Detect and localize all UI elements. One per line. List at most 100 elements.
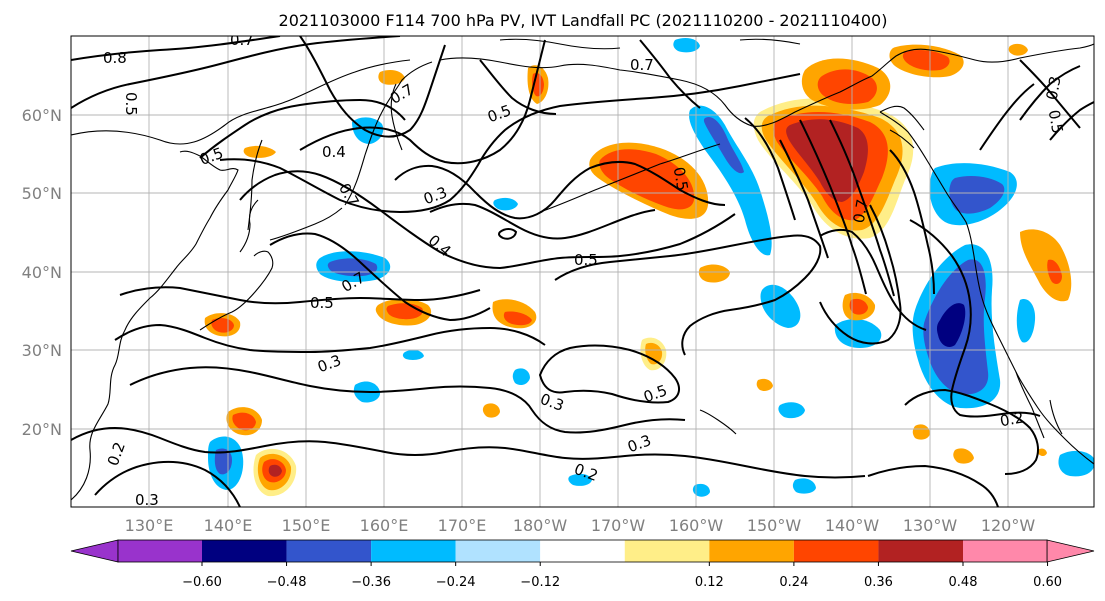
lon-label-180w: 180°W (513, 516, 568, 535)
colorbar-bin (455, 540, 541, 562)
lat-label-60n: 60°N (22, 106, 62, 125)
positive-anomaly-small-c (243, 145, 276, 158)
contour-line (129, 366, 686, 434)
colorbar-tick-label: −0.60 (182, 575, 222, 590)
negative-anomaly-california-coast-core (936, 303, 966, 347)
contour-label: 0.3 (1043, 75, 1065, 102)
lon-label-160w: 160°W (669, 516, 724, 535)
contour-label: 0.5 (670, 166, 692, 193)
positive-anomaly-small-e (953, 448, 974, 464)
colorbar-tick-label: −0.48 (267, 575, 307, 590)
positive-anomaly-small-f (482, 403, 500, 418)
contour-label: 0.7 (850, 198, 872, 225)
map-title: 2021103000 F114 700 hPa PV, IVT Landfall… (279, 11, 888, 30)
coastline-bering-alaska (439, 43, 1094, 127)
contour-line (269, 232, 491, 322)
colorbar-frame (117, 539, 1048, 563)
contour-line (94, 461, 241, 507)
lon-label-150e: 150°E (282, 516, 331, 535)
lon-label-130w: 130°W (903, 516, 958, 535)
lat-label-50n: 50°N (22, 184, 62, 203)
colorbar-tick-label: −0.36 (351, 575, 391, 590)
graticule (71, 36, 1094, 507)
contour-line (819, 228, 927, 331)
negative-anomaly-hawaii-east (778, 402, 805, 419)
coastline-japan (199, 199, 274, 331)
contour-line (779, 139, 829, 259)
coastline-asia-mainland (71, 59, 411, 501)
contour-label: 0.7 (230, 31, 254, 49)
contour-label: 0.7 (630, 56, 654, 74)
contour-label: 0.5 (574, 251, 598, 269)
negative-anomaly-small-b (493, 197, 518, 211)
lon-label-130e: 130°E (125, 516, 174, 535)
contour-label: 0.5 (122, 92, 140, 116)
negative-anomaly-small-e (792, 478, 816, 494)
lon-label-160e: 160°E (360, 516, 409, 535)
contour-line (199, 98, 406, 159)
positive-anomaly-aleutians-core (599, 149, 695, 210)
colorbar-bin (540, 540, 625, 562)
contour-line (889, 149, 935, 295)
contour-line (1049, 101, 1094, 141)
contour-line (554, 234, 822, 356)
lat-label-20n: 20°N (22, 420, 62, 439)
longitude-labels: 130°E 140°E 150°E 160°E 170°E 180°W 170°… (125, 516, 1036, 535)
contour-line (71, 36, 401, 109)
contour-line (829, 119, 895, 297)
latitude-labels: 60°N 50°N 40°N 30°N 20°N (22, 106, 62, 439)
coastlines (71, 38, 1094, 501)
colorbar-ticks: −0.60 −0.48 −0.36 −0.24 −0.12 0.12 0.24 0.36 0.4… (182, 562, 1062, 590)
contour-line (71, 36, 281, 61)
contour-line (114, 323, 546, 354)
positive-anomaly-central-east-core (849, 298, 868, 315)
positive-anomaly-mid-pacific-a-core (503, 311, 532, 326)
colorbar-bin-high (963, 540, 1047, 562)
lon-label-170e: 170°E (438, 516, 487, 535)
colorbar-tick-label: 0.24 (779, 575, 808, 590)
negative-anomaly-small-g (512, 368, 530, 386)
contour-line (538, 344, 681, 404)
positive-anomaly-philippine-sea-peak (268, 464, 282, 477)
coastline-hawaii (699, 409, 737, 435)
negative-anomaly-far-east-south (1016, 299, 1036, 343)
coastline-aleutian-chain (539, 143, 721, 213)
contour-label: 0.5 (310, 294, 334, 312)
lon-label-120w: 120°W (981, 516, 1036, 535)
contour-line (429, 202, 656, 240)
contour-line (799, 119, 867, 295)
lat-label-30n: 30°N (22, 341, 62, 360)
contour-line (1019, 65, 1081, 121)
negative-anomaly-gulf-of-alaska-west (689, 105, 772, 256)
negative-anomaly-mid-pacific (760, 284, 801, 328)
contour-line (219, 73, 801, 214)
negative-anomaly-central-east (834, 318, 882, 348)
negative-anomaly-small-f (673, 38, 700, 53)
coastline-kamchatka (344, 61, 433, 206)
contour-line (639, 39, 701, 109)
contour-line (909, 219, 1041, 418)
positive-anomaly-subtropical-west-core (232, 412, 256, 431)
contour-line (394, 160, 726, 220)
colorbar-tick-label: 0.48 (949, 575, 978, 590)
contour-line (479, 59, 557, 115)
colorbar-bin (286, 540, 372, 562)
contour-line (299, 36, 446, 138)
colorbar: −0.60 −0.48 −0.36 −0.24 −0.12 0.12 0.24 0.36 0.4… (70, 539, 1095, 590)
contour-line (239, 170, 736, 270)
contour-line (71, 426, 866, 479)
positive-anomaly-gulf-of-alaska-core (786, 119, 868, 202)
colorbar-tick-label: −0.12 (520, 575, 560, 590)
colorbar-bin-low (118, 540, 202, 562)
negative-anomaly-small-c (402, 349, 424, 360)
colorbar-tick-label: 0.36 (864, 575, 893, 590)
contour-line (744, 117, 796, 221)
colorbar-bin (624, 540, 710, 562)
colorbar-bin (202, 540, 287, 562)
colorbar-bins (117, 539, 1048, 563)
lon-label-170w: 170°W (591, 516, 646, 535)
colorbar-bin (793, 540, 879, 562)
contour-label: 0.4 (322, 143, 346, 161)
colorbar-tick-label: 0.12 (695, 575, 724, 590)
